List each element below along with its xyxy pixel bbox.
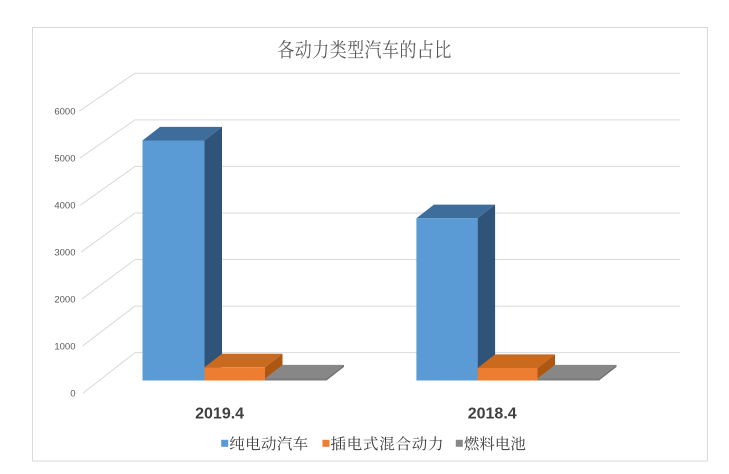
svg-text:3000: 3000 bbox=[54, 247, 75, 258]
svg-text:2019.4: 2019.4 bbox=[195, 406, 244, 423]
svg-text:6000: 6000 bbox=[54, 106, 75, 117]
svg-text:2000: 2000 bbox=[54, 294, 75, 305]
svg-text:4000: 4000 bbox=[54, 200, 75, 211]
svg-text:0: 0 bbox=[70, 388, 75, 399]
svg-text:2018.4: 2018.4 bbox=[468, 406, 517, 423]
svg-text:1000: 1000 bbox=[54, 341, 75, 352]
svg-text:5000: 5000 bbox=[54, 153, 75, 164]
